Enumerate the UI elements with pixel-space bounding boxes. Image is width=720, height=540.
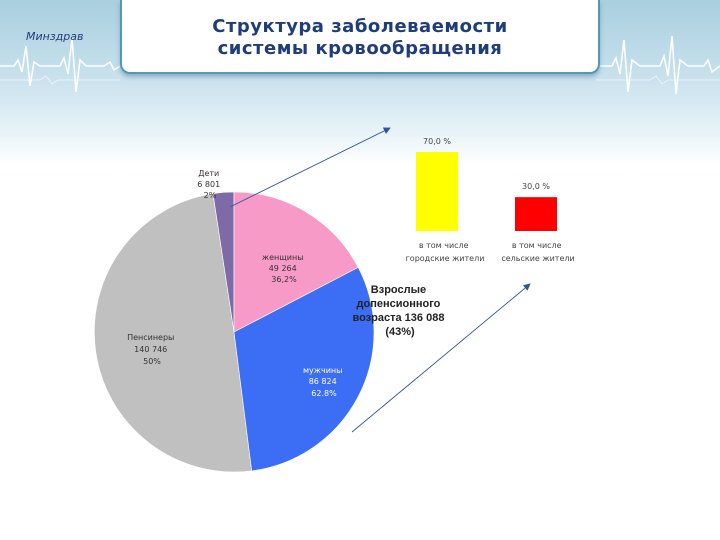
ministry-label: Минздрав (26, 30, 84, 43)
pie-label-children: Дети 6 801 2% (197, 169, 222, 200)
bar-rural (515, 197, 557, 231)
bar-category-label-rural: в том числе сельские жители (501, 241, 574, 263)
page-title: Структура заболеваемости системы кровооб… (212, 16, 508, 59)
bar-urban (416, 152, 458, 231)
ecg-wave-decoration (0, 35, 720, 95)
pie-label-pensioners: Пенсинеры 140 746 50% (127, 333, 177, 366)
pie-label-men: мужчины 86 824 62.8% (303, 366, 345, 398)
pie-slice-men (233, 267, 375, 472)
adults-annotation: Взрослые допенсионного возраста 136 088 … (353, 284, 448, 338)
connector-arrow-bottom (351, 283, 531, 433)
bar-value-label-rural: 30,0 % (522, 182, 550, 191)
bar-value-label-urban: 70,0 % (423, 137, 451, 146)
pie-slice-pensioners (94, 193, 253, 473)
title-panel: Структура заболеваемости системы кровооб… (120, 0, 600, 74)
connector-arrow-top (229, 127, 391, 208)
pie-slice-women (233, 191, 359, 333)
bar-category-label-urban: в том числе городские жители (406, 241, 485, 263)
pie-label-women: женщины 49 264 36,2% (262, 253, 306, 284)
